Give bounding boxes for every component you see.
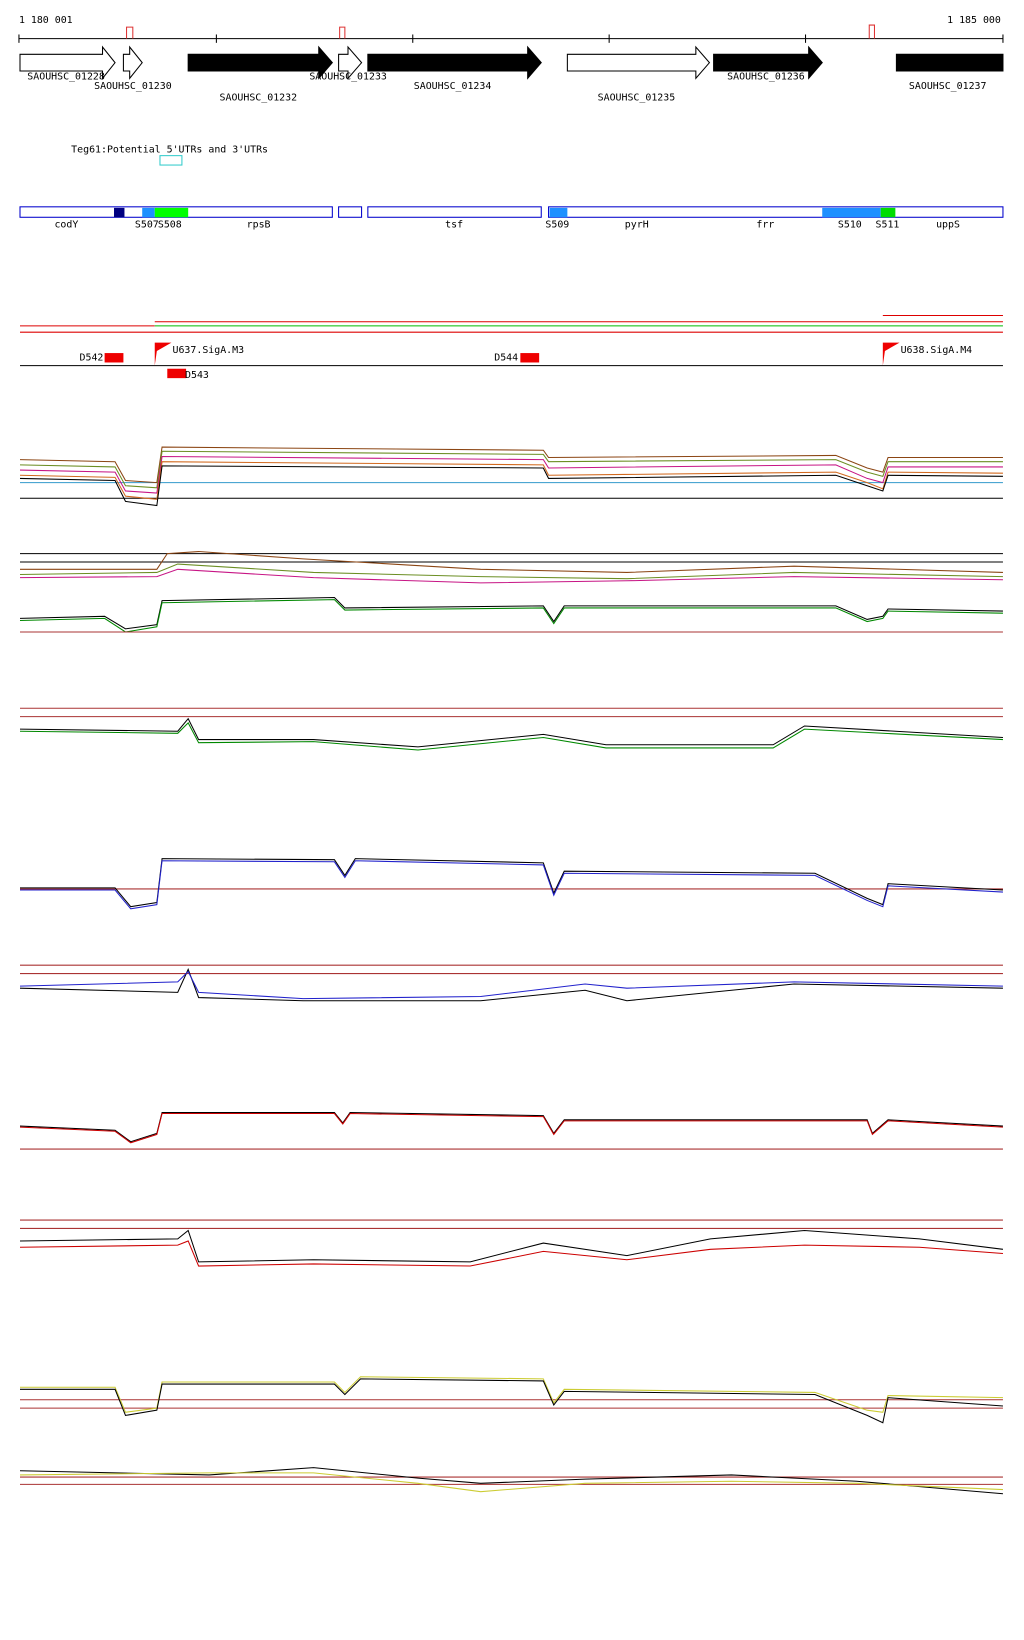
feature-blocks [114, 207, 896, 218]
track-title: Teg61:Potential 5'UTRs and 3'UTRs [71, 145, 268, 156]
feature-label: tsf [445, 220, 463, 231]
promoter-label: U638.SigA.M4 [901, 345, 973, 356]
feature-label: S509 [545, 220, 569, 231]
expression-track [19, 1111, 1003, 1150]
gene-label: SAOUHSC_01237 [909, 81, 987, 92]
promoter-label: D542 [80, 352, 104, 363]
gene-arrows [19, 45, 1004, 80]
gene-label: SAOUHSC_01228 [27, 71, 105, 82]
feature-labels: codY S507 S508 rpsB tsf S509 pyrH frr S5… [54, 220, 960, 231]
feature-label: codY [54, 220, 78, 231]
gene-label: SAOUHSC_01235 [598, 92, 676, 103]
promoter-label: D544 [494, 352, 518, 363]
expression-track [19, 707, 1003, 751]
end-coordinate: 1 185 000 [947, 15, 1001, 26]
feature-label: S510 [838, 220, 862, 231]
gene-label: SAOUHSC_01230 [94, 81, 172, 92]
expression-track [19, 551, 1003, 633]
expression-track [19, 1467, 1004, 1495]
promoter-marks [104, 342, 900, 379]
expression-track [19, 1219, 1004, 1267]
utr-box [159, 155, 183, 166]
feature-label: rpsB [247, 220, 271, 231]
gene-label: SAOUHSC_01236 [727, 71, 805, 82]
feature-label: uppS [936, 220, 960, 231]
feature-label: frr [756, 220, 774, 231]
expression-track [19, 964, 1003, 1002]
expression-track [19, 446, 1003, 507]
gene-label: SAOUHSC_01233 [309, 71, 387, 82]
gene-label: SAOUHSC_01232 [220, 92, 298, 103]
feature-label: S508 [158, 220, 182, 231]
feature-label: pyrH [625, 220, 649, 231]
promoter-label: D543 [185, 370, 209, 381]
gene-label: SAOUHSC_01234 [414, 81, 492, 92]
ruler [18, 34, 1004, 43]
promoter-label: U637.SigA.M3 [173, 345, 245, 356]
region-lines [19, 314, 1003, 333]
expression-track [19, 858, 1003, 910]
ruler-markers [126, 24, 875, 39]
start-coordinate: 1 180 001 [19, 15, 73, 26]
feature-label: S511 [876, 220, 900, 231]
expression-track [19, 1376, 1003, 1424]
feature-label: S507 [135, 220, 159, 231]
